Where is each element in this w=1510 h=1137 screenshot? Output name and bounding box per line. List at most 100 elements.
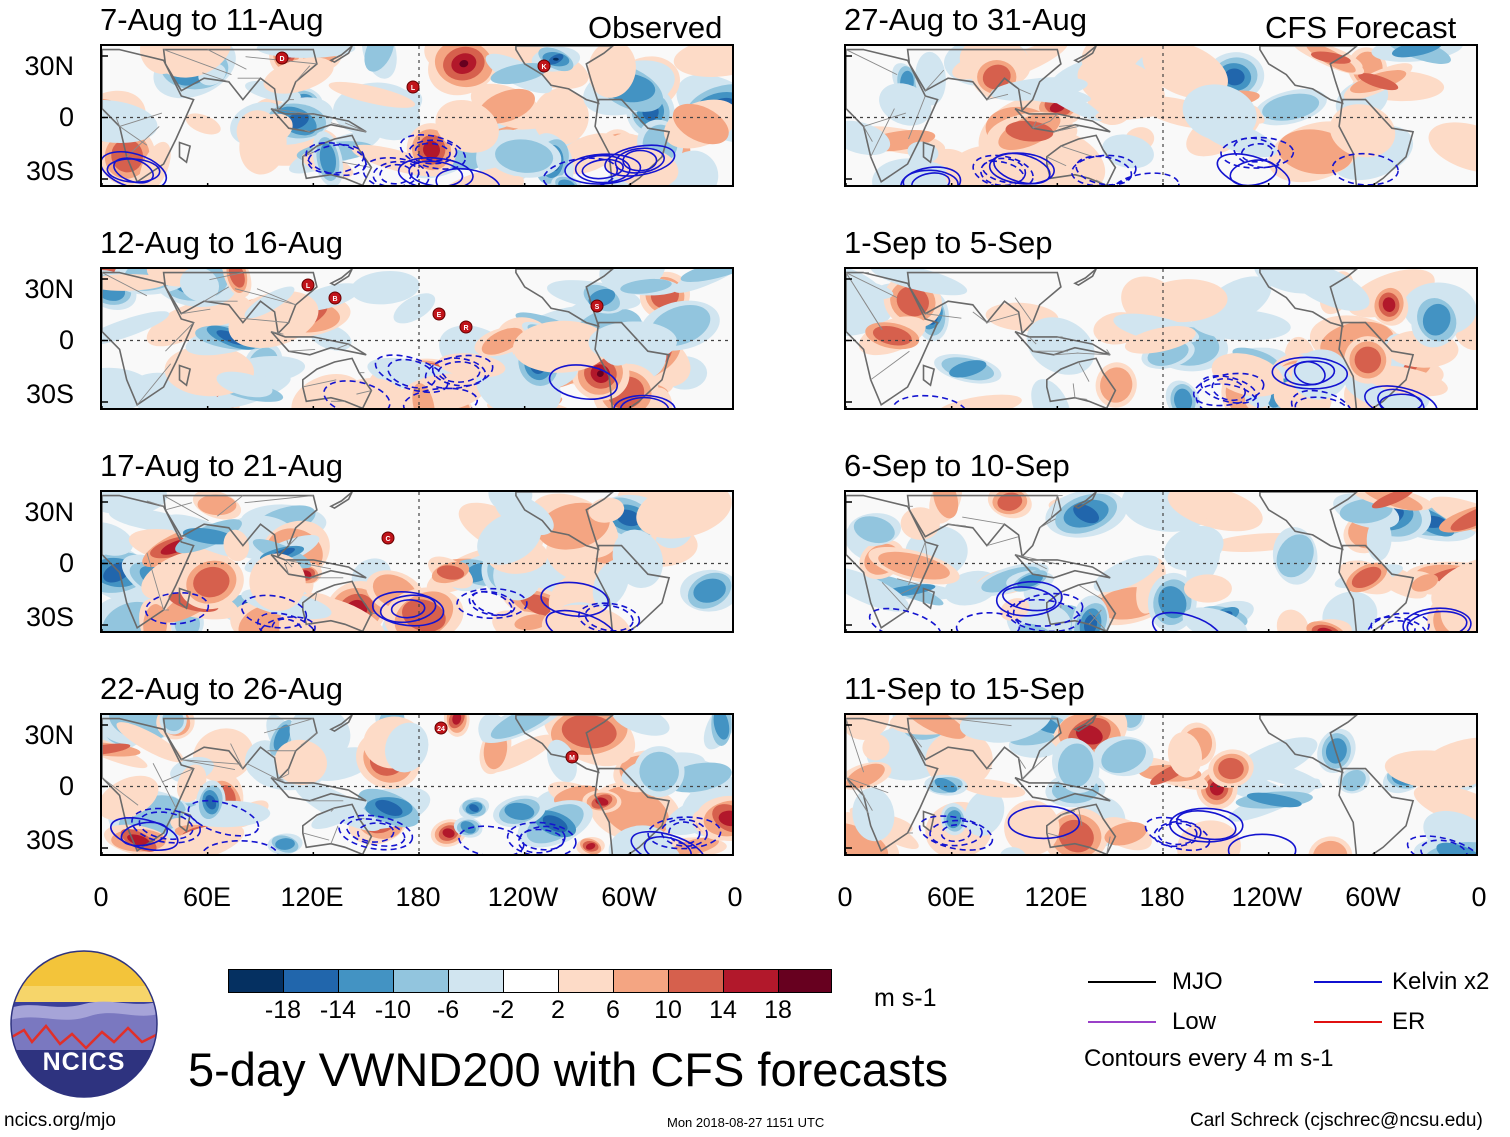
kelvin-contour [1293,360,1326,386]
border-line [846,777,870,815]
coastline [846,494,939,630]
kelvin-contour [1294,396,1350,408]
border-line [240,317,289,324]
negative-anomaly [364,46,395,72]
storm-marker-icon [459,320,473,334]
coastline [162,717,318,782]
kelvin-contours [918,805,1476,854]
colorbar-tick: 2 [551,996,565,1024]
positive-anomaly [116,722,184,763]
border-line [1032,120,1037,129]
border-line [1021,755,1048,780]
kelvin-contour [259,616,316,631]
coastline [178,141,192,164]
positive-anomaly [154,46,232,78]
border-line [230,743,244,769]
kelvin-contour [1377,388,1425,408]
legend-line-kelvin [1314,981,1382,983]
lon-label: 120W [487,882,559,912]
lat-label-30n: 30N [24,497,74,527]
border-line [271,108,316,116]
colorbar-cell-2 [339,970,394,992]
negative-anomaly [558,179,576,185]
border-line [1049,495,1058,521]
negative-anomaly [620,278,672,294]
negative-anomaly [205,795,217,810]
border-line [1046,832,1067,839]
kelvin-contour [1110,172,1180,185]
positive-anomaly [438,353,506,378]
border-line [1018,757,1027,769]
border-line [277,773,289,780]
map-panel-l3: C [100,490,734,633]
coastlines [102,46,671,185]
map-panel-r2 [844,267,1478,410]
colorbar-tick: -14 [319,996,357,1024]
kelvin-contour [540,581,609,618]
border-line [859,786,865,796]
negative-anomaly [1026,317,1095,375]
kelvin-contour [574,154,631,184]
kelvin-contour [548,364,618,400]
kelvin-contour [940,824,972,843]
border-line [330,807,335,812]
border-line [330,825,339,844]
kelvin-contour [1229,159,1278,185]
lat-label-30s: 30S [25,602,74,632]
border-line [163,49,232,76]
kelvin-contour [271,618,304,631]
storm-marker-icon [381,531,395,545]
positive-anomaly [596,370,604,377]
negative-anomaly [1391,46,1443,58]
kelvin-contour [1402,607,1472,631]
border-line [1014,554,1060,565]
kelvin-contour [1216,153,1291,185]
kelvin-contour [542,157,619,185]
kelvin-contour [1233,137,1282,169]
coastline [329,269,353,287]
coastline [922,587,936,610]
negative-anomaly [319,143,337,175]
border-line [165,322,194,352]
logo-text: NCICS [42,1048,126,1076]
positive-anomaly [997,492,1023,511]
kelvin-contours [102,134,676,185]
coastline [178,587,192,610]
border-line [207,49,247,70]
border-line [181,308,211,315]
negative-anomaly [1182,607,1248,631]
kelvin-contour [1379,393,1423,408]
border-line [1060,145,1094,158]
negative-anomaly [1102,134,1154,169]
map-plot-svg [846,46,1476,185]
legend-line-mjo [1088,981,1156,983]
border-line [295,65,311,83]
positive-anomaly [846,715,890,740]
kelvin-contour [414,142,451,162]
negative-anomaly [1017,573,1043,588]
negative-anomaly [273,724,291,752]
storm-marker-icon [565,750,579,764]
negative-anomaly [1093,555,1159,593]
colorbar-tick: 10 [654,996,682,1024]
negative-anomaly [102,492,168,515]
negative-anomaly [375,799,403,816]
negative-anomaly [1057,743,1094,788]
footer-site-link[interactable]: ncics.org/mjo [4,1110,116,1131]
storm-marker-icon [275,51,289,65]
negative-anomaly [846,120,891,156]
border-line [1039,518,1056,529]
storm-marker-label: E [437,312,442,319]
positive-anomaly [1384,750,1476,790]
border-line [334,343,349,350]
kelvin-contour [1071,154,1137,185]
positive-anomaly [478,88,535,124]
border-line [846,272,898,299]
panel-title-l4: 22-Aug to 26-Aug [100,671,344,706]
negative-anomaly [490,715,558,739]
kelvin-contour [1271,356,1349,390]
coastline [922,141,936,164]
colorbar-cell-10 [779,970,831,992]
kelvin-contour [371,591,445,627]
lon-label: 120E [280,882,344,912]
